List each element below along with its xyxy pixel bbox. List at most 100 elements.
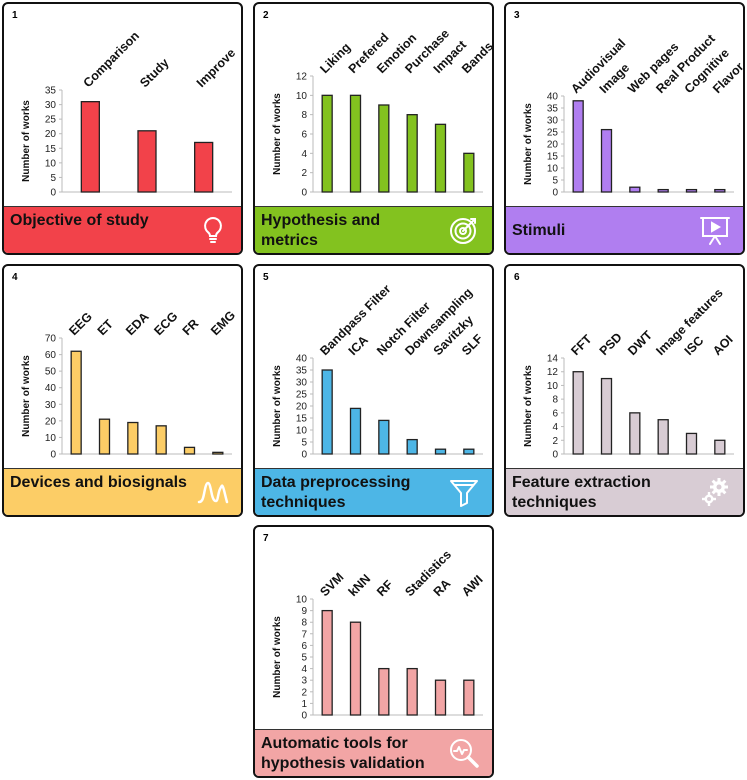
bar xyxy=(183,446,196,455)
bar xyxy=(463,679,475,716)
panel-footer: Feature extraction techniques xyxy=(506,468,743,515)
y-tick-label: 5 xyxy=(301,653,307,664)
y-tick-label: 10 xyxy=(45,433,57,444)
bar xyxy=(463,152,475,193)
y-tick-label: 30 xyxy=(547,116,559,127)
filter-icon xyxy=(450,480,478,507)
bar-chart: 0 5 10 15 20 25 30 35 Number of works ComparisonS… xyxy=(21,29,238,199)
y-tick-label: 10 xyxy=(45,158,57,169)
y-tick-label: 15 xyxy=(296,414,308,425)
bar xyxy=(714,439,726,455)
panel-feature-extraction: 0 2 4 6 8 10 12 14 Number of works FFT PSD DWT Image… xyxy=(504,264,745,517)
y-tick-label: 0 xyxy=(50,188,56,199)
y-tick-label: 40 xyxy=(296,354,308,365)
y-tick-label: 4 xyxy=(552,422,558,433)
category-label: EDA xyxy=(123,310,152,339)
panel-number: 1 xyxy=(12,10,18,21)
signal-icon xyxy=(197,481,229,504)
y-tick-label: 12 xyxy=(547,367,559,378)
category-label: AWI xyxy=(459,573,486,600)
y-tick-label: 6 xyxy=(301,641,307,652)
y-tick-label: 0 xyxy=(301,711,307,722)
bar xyxy=(572,100,584,193)
y-tick-label: 35 xyxy=(296,366,308,377)
y-tick-label: 2 xyxy=(301,168,307,179)
y-tick-label: 14 xyxy=(547,354,559,365)
y-tick-label: 60 xyxy=(45,350,57,361)
category-label: PSD xyxy=(597,330,625,358)
y-tick-label: 3 xyxy=(301,676,307,687)
y-tick-label: 4 xyxy=(301,664,307,675)
panel-objective-of-study: 0 5 10 15 20 25 30 35 Number of works Comparison S… xyxy=(2,2,243,255)
panel-automatic-tools: 0 1 2 3 4 5 6 7 8 9 10 Number of works SVM kNN RF Stadi… xyxy=(253,525,494,778)
bar xyxy=(657,188,669,193)
bar-chart: 0 10 20 30 40 50 60 70 Number of works EEG ET EDA EC… xyxy=(21,308,238,461)
lightbulb-icon xyxy=(204,216,222,243)
bar xyxy=(349,94,362,193)
bar xyxy=(321,369,333,455)
y-tick-label: 10 xyxy=(296,426,308,437)
panel-footer: Data preprocessing techniques xyxy=(255,468,492,515)
bar xyxy=(321,609,333,716)
y-tick-label: 10 xyxy=(547,164,559,175)
y-tick-label: 70 xyxy=(45,334,57,345)
panel-footer: Automatic tools for hypothesis validatio… xyxy=(255,729,492,776)
category-label: Study xyxy=(137,56,171,90)
y-tick-label: 6 xyxy=(301,130,307,141)
panel-footer: Devices and biosignals xyxy=(4,468,241,515)
y-tick-label: 8 xyxy=(301,110,307,121)
bar xyxy=(378,104,390,193)
y-tick-label: 50 xyxy=(45,367,57,378)
y-tick-label: 0 xyxy=(301,188,307,199)
y-tick-label: 10 xyxy=(547,381,559,392)
bar xyxy=(349,407,362,455)
panel-data-preprocessing: 0 5 10 15 20 25 30 35 40 Number of works Bandpass … xyxy=(253,264,494,517)
y-tick-label: 30 xyxy=(296,378,308,389)
panel-footer: Objective of study xyxy=(4,206,241,253)
y-tick-label: 25 xyxy=(45,115,57,126)
y-tick-label: 30 xyxy=(45,400,57,411)
y-axis-label: Number of works xyxy=(21,100,32,182)
y-axis-label: Number of works xyxy=(21,355,32,437)
bar xyxy=(657,419,669,455)
category-label: ISC xyxy=(682,333,707,358)
y-tick-label: 0 xyxy=(50,450,56,461)
category-label: FR xyxy=(180,316,202,338)
bar xyxy=(600,128,613,193)
y-tick-label: 20 xyxy=(45,416,57,427)
bar xyxy=(406,114,418,193)
category-label: EEG xyxy=(66,310,95,339)
panel-hypothesis-and-metrics: 0 2 4 6 8 10 12 Number of works Liking Prefered Em… xyxy=(253,2,494,255)
panel-title: Objective of study xyxy=(10,212,149,229)
y-tick-label: 15 xyxy=(547,152,559,163)
target-icon xyxy=(450,218,476,244)
y-tick-label: 40 xyxy=(547,92,559,103)
y-tick-label: 12 xyxy=(296,72,308,83)
category-label: Comparison xyxy=(81,29,142,90)
bar xyxy=(685,188,698,193)
category-label: DWT xyxy=(625,328,655,358)
panel-number: 4 xyxy=(12,272,18,283)
y-tick-label: 0 xyxy=(552,188,558,199)
bar xyxy=(714,188,726,193)
y-tick-label: 9 xyxy=(301,606,307,617)
category-label: Improve xyxy=(194,46,238,90)
panel-title: Stimuli xyxy=(512,222,566,239)
bar xyxy=(572,371,584,455)
bar xyxy=(406,438,418,455)
magnifier-chart-icon xyxy=(450,739,479,768)
category-label: EMG xyxy=(208,308,238,338)
category-label: RA xyxy=(431,576,454,599)
category-label: ECG xyxy=(151,309,180,338)
bar xyxy=(194,141,214,193)
panel-footer: Hypothesis and metrics xyxy=(255,206,492,253)
y-tick-label: 5 xyxy=(552,176,558,187)
y-tick-label: 5 xyxy=(50,173,56,184)
bar xyxy=(98,418,111,455)
y-tick-label: 20 xyxy=(296,402,308,413)
bar xyxy=(378,419,390,455)
bar xyxy=(212,451,224,455)
bar xyxy=(406,667,418,716)
